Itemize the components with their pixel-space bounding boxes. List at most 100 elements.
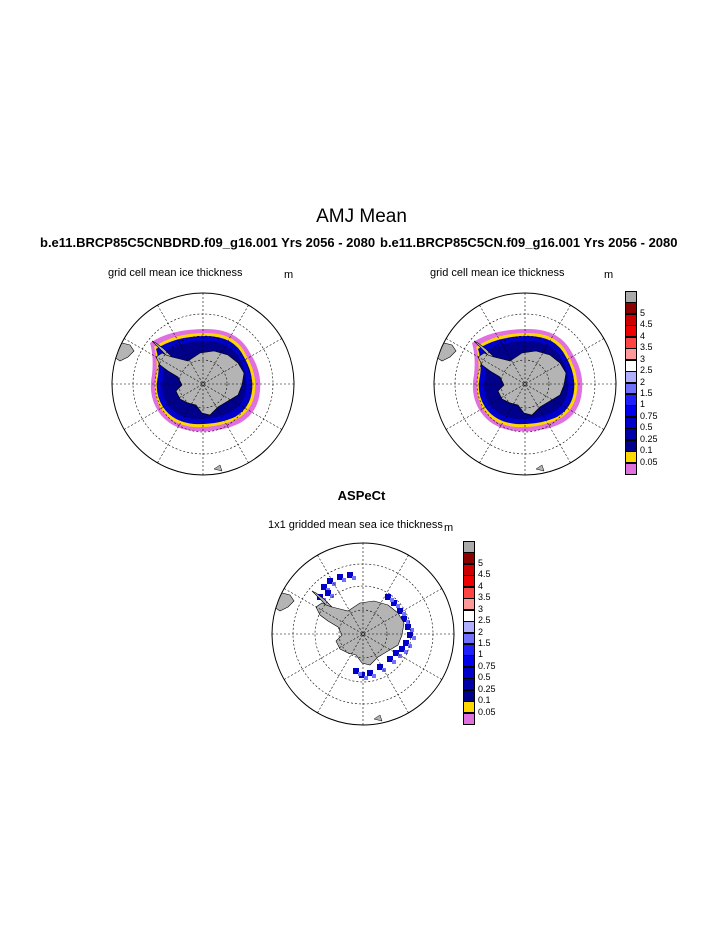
obs-cell	[387, 656, 393, 662]
colorbar-swatch	[463, 701, 475, 714]
colorbar-swatch	[625, 291, 637, 303]
colorbar-swatch	[625, 336, 637, 349]
colorbar-swatch	[463, 666, 475, 679]
colorbar-tick-label: 1	[640, 399, 646, 410]
colorbar-tick-label: 5	[478, 557, 484, 568]
colorbar-swatch	[463, 563, 475, 576]
map-border	[271, 542, 455, 726]
obs-cell	[403, 640, 409, 646]
obs-cell	[399, 646, 405, 652]
obs-cell	[377, 664, 383, 670]
colorbar-swatch	[463, 689, 475, 702]
colorbar-swatch	[463, 621, 475, 633]
colorbar-swatch	[625, 416, 637, 429]
colorbar-swatch	[463, 598, 475, 611]
latitude-line	[314, 585, 412, 683]
colorbar-swatch	[463, 643, 475, 656]
colorbar-swatch	[463, 712, 475, 725]
obs-cell	[352, 576, 356, 580]
obs-cell	[385, 594, 391, 600]
colorbar-tick-label: 1.5	[640, 387, 653, 398]
colorbar-swatch	[625, 428, 637, 441]
colorbar-swatch	[463, 541, 475, 553]
colorbar-swatch	[463, 552, 475, 565]
latitude-line	[338, 609, 388, 659]
map-border	[111, 292, 295, 476]
colorbar-tick-label: 3	[478, 603, 484, 614]
colorbar-tick-label: 3.5	[640, 342, 653, 353]
obs-cell	[397, 608, 403, 614]
obs-cell	[337, 574, 343, 580]
colorbar-swatch	[625, 348, 637, 361]
colorbar-tick-label: 2.5	[478, 615, 491, 626]
panel-title-right: b.e11.BRCP85C5CN.f09_g16.001 Yrs 2056 - …	[380, 235, 678, 250]
obs-cell	[405, 624, 411, 630]
colorbar-tick-label: 0.25	[640, 433, 658, 444]
colorbar-swatch	[463, 632, 475, 645]
antarctic-peninsula	[151, 340, 173, 358]
obs-cell	[327, 578, 333, 584]
obs-cell	[402, 612, 406, 616]
colorbar-swatch	[625, 451, 637, 464]
obs-cell	[353, 668, 359, 674]
obs-cell	[372, 674, 376, 678]
latitude-line	[500, 359, 550, 409]
island	[535, 464, 545, 472]
colorbar-tick-label: 4	[640, 330, 646, 341]
obs-cell	[392, 660, 396, 664]
colorbar-tick-label: 3.5	[478, 592, 491, 603]
colorbar-swatch	[625, 393, 637, 406]
obs-cell	[325, 590, 331, 596]
map-border	[433, 292, 617, 476]
colorbar-tick-label: 2	[640, 376, 646, 387]
colorbar-tick-label: 1	[478, 649, 484, 660]
antarctic-peninsula	[311, 590, 333, 608]
obs-cell	[412, 636, 416, 640]
colorbar-tick-label: 0.25	[478, 683, 496, 694]
variable-label-right: grid cell mean ice thickness	[430, 267, 565, 279]
colorbar-swatch	[625, 382, 637, 395]
colorbar-tick-label: 0.5	[640, 422, 653, 433]
obs-cell	[364, 676, 368, 680]
colorbar-swatch	[463, 678, 475, 691]
obs-cell	[406, 620, 410, 624]
units-label-bottom: m	[444, 522, 454, 534]
obs-cell	[321, 584, 327, 590]
island	[213, 464, 223, 472]
obs-cell	[330, 594, 334, 598]
obs-cell	[401, 616, 407, 622]
obs-cell	[390, 598, 394, 602]
colorbar-tick-label: 2.5	[640, 365, 653, 376]
colorbar-tick-label: 0.5	[478, 672, 491, 683]
obs-cell	[398, 654, 402, 658]
obs-cell	[358, 672, 362, 676]
latitude-line	[154, 335, 252, 433]
colorbar-swatch	[625, 359, 637, 372]
colorbar-swatch	[463, 655, 475, 668]
variable-label-bottom: 1x1 gridded mean sea ice thickness	[268, 519, 443, 531]
figure-title: AMJ Mean	[316, 206, 407, 227]
obs-cell	[404, 650, 408, 654]
colorbar-tick-label: 0.05	[478, 706, 496, 717]
panel-title-left: b.e11.BRCP85C5CNBDRD.f09_g16.001 Yrs 205…	[40, 235, 376, 250]
obs-cell	[407, 632, 413, 638]
obs-cell	[408, 644, 412, 648]
polar-map-left	[111, 292, 295, 476]
colorbar-swatch	[625, 462, 637, 475]
colorbar-tick-label: 1.5	[478, 637, 491, 648]
obs-cell	[342, 578, 346, 582]
colorbar-tick-label: 2	[478, 626, 484, 637]
latitude-line	[476, 335, 574, 433]
colorbar-tick-label: 0.05	[640, 456, 658, 467]
colorbar-tick-label: 0.75	[478, 660, 496, 671]
colorbar-swatch	[625, 371, 637, 383]
colorbar-tick-label: 0.1	[640, 445, 653, 456]
colorbar-tick-label: 4.5	[478, 569, 491, 580]
colorbar-tick-label: 3	[640, 353, 646, 364]
colorbar-swatch	[463, 609, 475, 622]
obs-cell	[391, 600, 397, 606]
panel-title-bottom: ASPeCt	[337, 488, 386, 503]
colorbar-tick-label: 5	[640, 307, 646, 318]
colorbar-swatch	[463, 575, 475, 588]
polar-map-bottom	[271, 542, 455, 726]
